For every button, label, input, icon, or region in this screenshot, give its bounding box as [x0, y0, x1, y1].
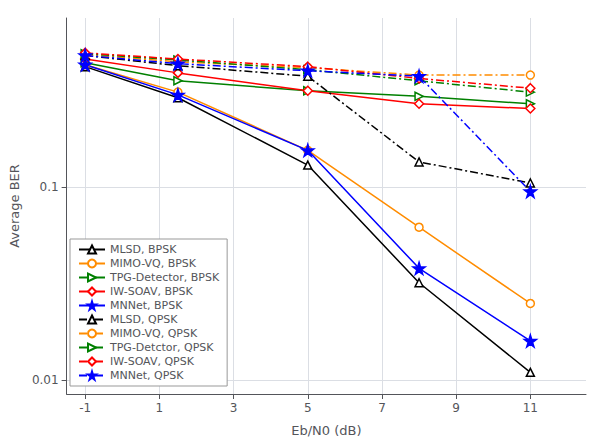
svg-text:Eb/N0 (dB): Eb/N0 (dB) — [291, 423, 361, 438]
svg-text:0.1: 0.1 — [40, 180, 59, 194]
svg-text:1: 1 — [156, 401, 164, 415]
svg-text:IW-SOAV, BPSK: IW-SOAV, BPSK — [110, 285, 194, 298]
svg-text:TPG-Detector, BPSK: TPG-Detector, BPSK — [109, 271, 220, 284]
svg-text:3: 3 — [230, 401, 238, 415]
svg-text:IW-SOAV, QPSK: IW-SOAV, QPSK — [110, 355, 195, 368]
svg-text:MLSD, QPSK: MLSD, QPSK — [110, 313, 178, 326]
svg-text:7: 7 — [378, 401, 386, 415]
svg-text:TPG-Detctor, QPSK: TPG-Detctor, QPSK — [109, 341, 214, 354]
svg-text:MIMO-VQ, BPSK: MIMO-VQ, BPSK — [110, 257, 197, 270]
svg-text:11: 11 — [523, 401, 538, 415]
svg-text:MNNet, QPSK: MNNet, QPSK — [110, 369, 184, 382]
svg-text:-1: -1 — [79, 401, 91, 415]
svg-text:MLSD, BPSK: MLSD, BPSK — [110, 243, 177, 256]
svg-text:0.01: 0.01 — [32, 373, 59, 387]
svg-text:5: 5 — [304, 401, 312, 415]
svg-text:9: 9 — [452, 401, 460, 415]
svg-text:MNNet, BPSK: MNNet, BPSK — [110, 299, 183, 312]
svg-text:MIMO-VQ, QPSK: MIMO-VQ, QPSK — [110, 327, 198, 340]
svg-text:Average BER: Average BER — [7, 164, 22, 248]
